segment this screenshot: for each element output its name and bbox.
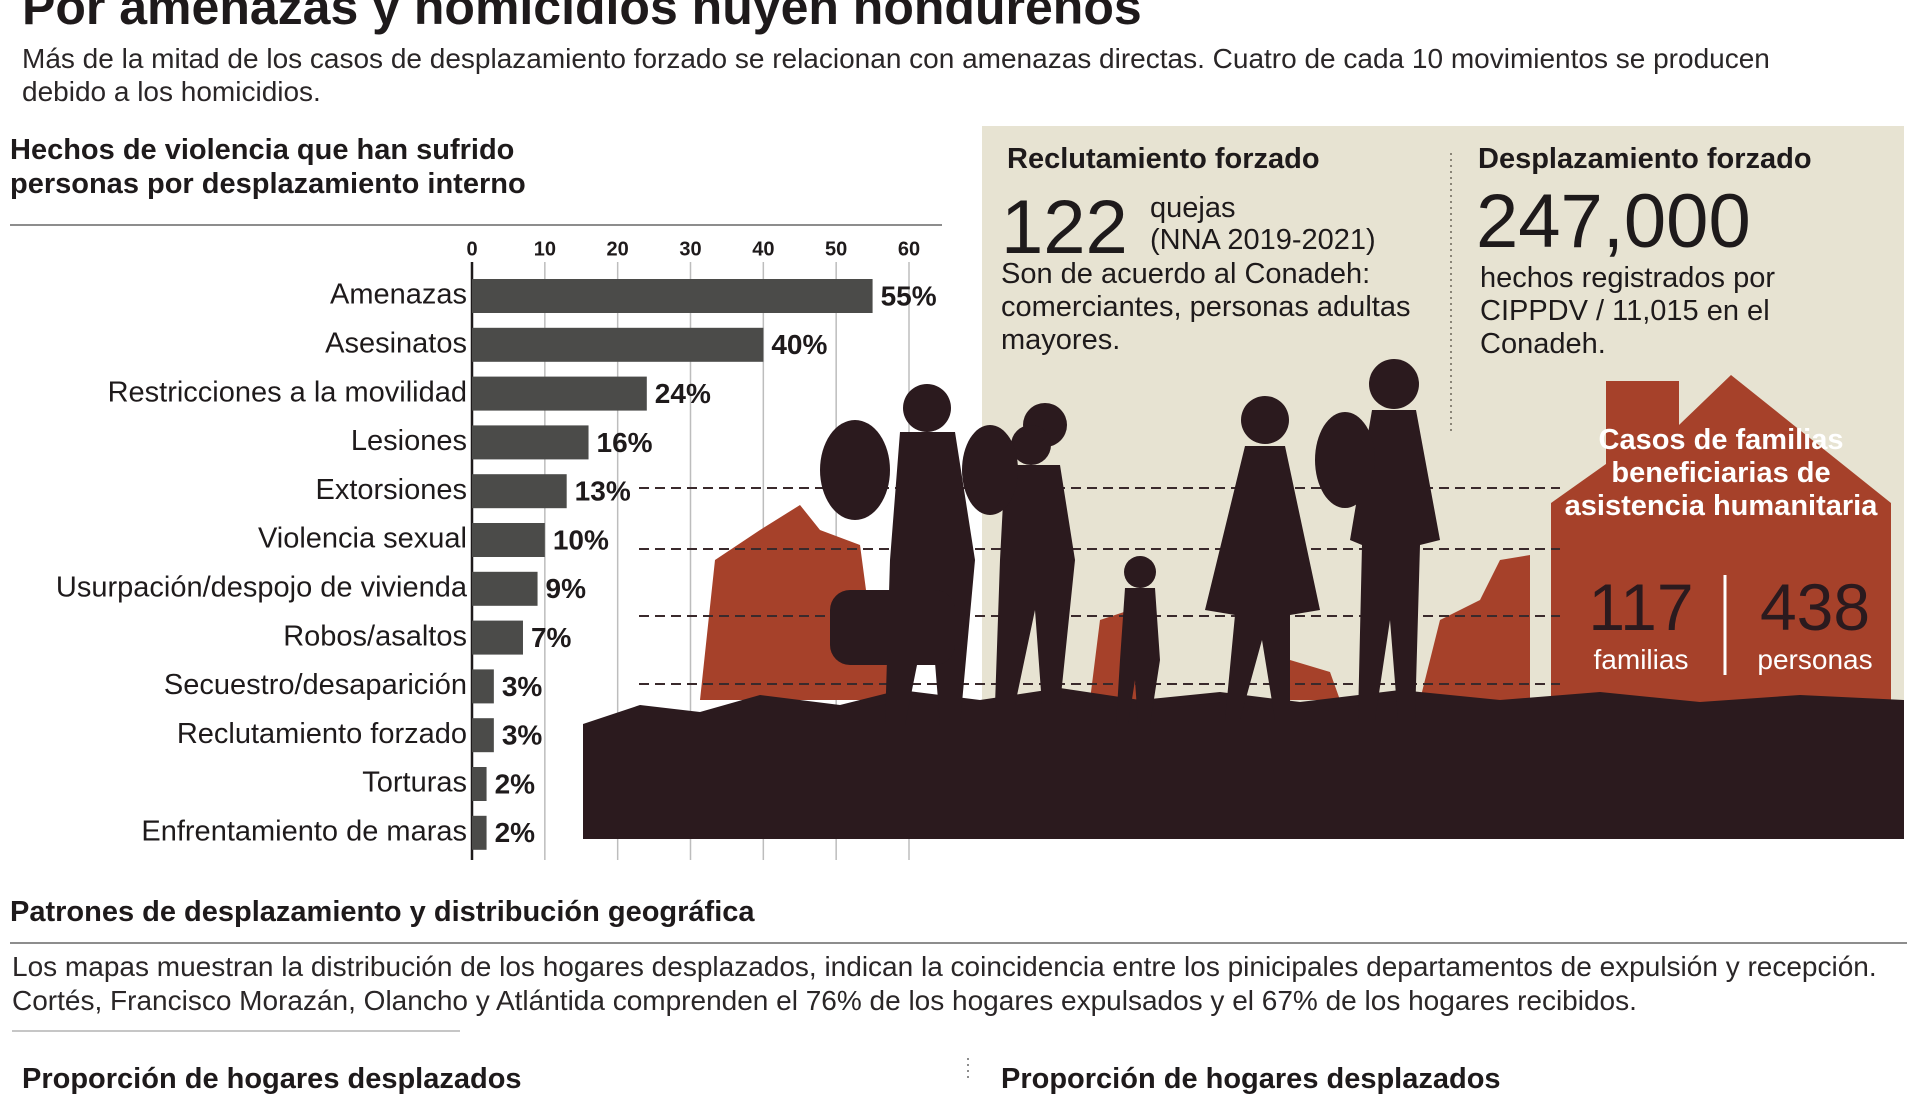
people-label: personas — [1757, 644, 1873, 675]
ground — [583, 688, 1904, 839]
bar — [472, 474, 567, 509]
panel-number: 247,000 — [1476, 179, 1751, 264]
panel-text: Son de acuerdo al Conadeh: comerciantes,… — [1001, 258, 1411, 356]
category-label: Torturas — [362, 767, 467, 799]
families-label: familias — [1593, 644, 1689, 675]
bar — [472, 718, 494, 753]
x-tick-label: 50 — [825, 238, 847, 260]
panel-number: 122 — [1001, 185, 1128, 270]
panel-unit: quejas — [1150, 192, 1236, 224]
bar — [472, 571, 538, 606]
value-label: 7% — [531, 622, 572, 653]
bar — [472, 620, 523, 655]
x-tick-label: 0 — [466, 238, 477, 260]
category-label: Usurpación/despojo de vivienda — [56, 571, 468, 603]
panel-title: Reclutamiento forzado — [1007, 143, 1320, 175]
value-label: 24% — [655, 378, 711, 409]
category-label: Lesiones — [351, 425, 467, 457]
bar — [472, 425, 589, 460]
category-label: Secuestro/desaparición — [164, 669, 467, 701]
house-title: Casos de familias beneficiarias de asist… — [1564, 424, 1878, 522]
category-label: Restricciones a la movilidad — [108, 376, 467, 408]
category-label: Robos/asaltos — [283, 620, 467, 652]
subtitle: Más de la mitad de los casos de desplaza… — [22, 43, 1770, 107]
category-label: Violencia sexual — [258, 523, 467, 555]
bar — [472, 669, 494, 704]
panel-text: hechos registrados por CIPPDV / 11,015 e… — [1480, 262, 1775, 360]
value-label: 3% — [502, 720, 543, 751]
value-label: 9% — [546, 573, 587, 604]
bar — [472, 279, 873, 313]
value-label: 2% — [495, 768, 536, 799]
illustration — [583, 359, 1904, 839]
category-label: Asesinatos — [325, 327, 467, 359]
house — [1551, 375, 1891, 718]
x-tick-label: 30 — [679, 238, 701, 260]
bar — [472, 523, 545, 557]
value-label: 40% — [771, 329, 827, 360]
chart-title: Hechos de violencia que han sufrido pers… — [10, 134, 526, 200]
section-title: Patrones de desplazamiento y distribució… — [10, 896, 755, 928]
x-tick-label: 10 — [534, 238, 556, 260]
category-label: Extorsiones — [315, 474, 467, 506]
value-label: 3% — [502, 671, 543, 702]
value-label: 2% — [495, 817, 536, 848]
bar — [472, 815, 487, 850]
bar — [472, 767, 487, 801]
panel-period: (NNA 2019-2021) — [1150, 224, 1376, 256]
x-tick-label: 20 — [607, 238, 629, 260]
x-tick-label: 40 — [752, 238, 774, 260]
category-label: Enfrentamiento de maras — [141, 815, 467, 847]
people-number: 438 — [1759, 570, 1871, 644]
category-label: Amenazas — [330, 279, 467, 311]
x-tick-label: 60 — [898, 238, 920, 260]
value-label: 16% — [597, 427, 653, 458]
bar — [472, 376, 647, 411]
section-text: Los mapas muestran la distribución de lo… — [12, 951, 1877, 1016]
bar — [472, 327, 764, 362]
category-label: Reclutamiento forzado — [177, 718, 467, 750]
barbed-wire — [639, 487, 1560, 685]
people — [820, 359, 1440, 725]
panel-title: Desplazamiento forzado — [1478, 143, 1812, 175]
value-label: 13% — [575, 476, 631, 507]
title: Por amenazas y homicidios huyen hondureñ… — [22, 0, 1142, 35]
families-number: 117 — [1588, 570, 1694, 644]
value-label: 10% — [553, 524, 609, 555]
value-label: 55% — [881, 280, 937, 311]
